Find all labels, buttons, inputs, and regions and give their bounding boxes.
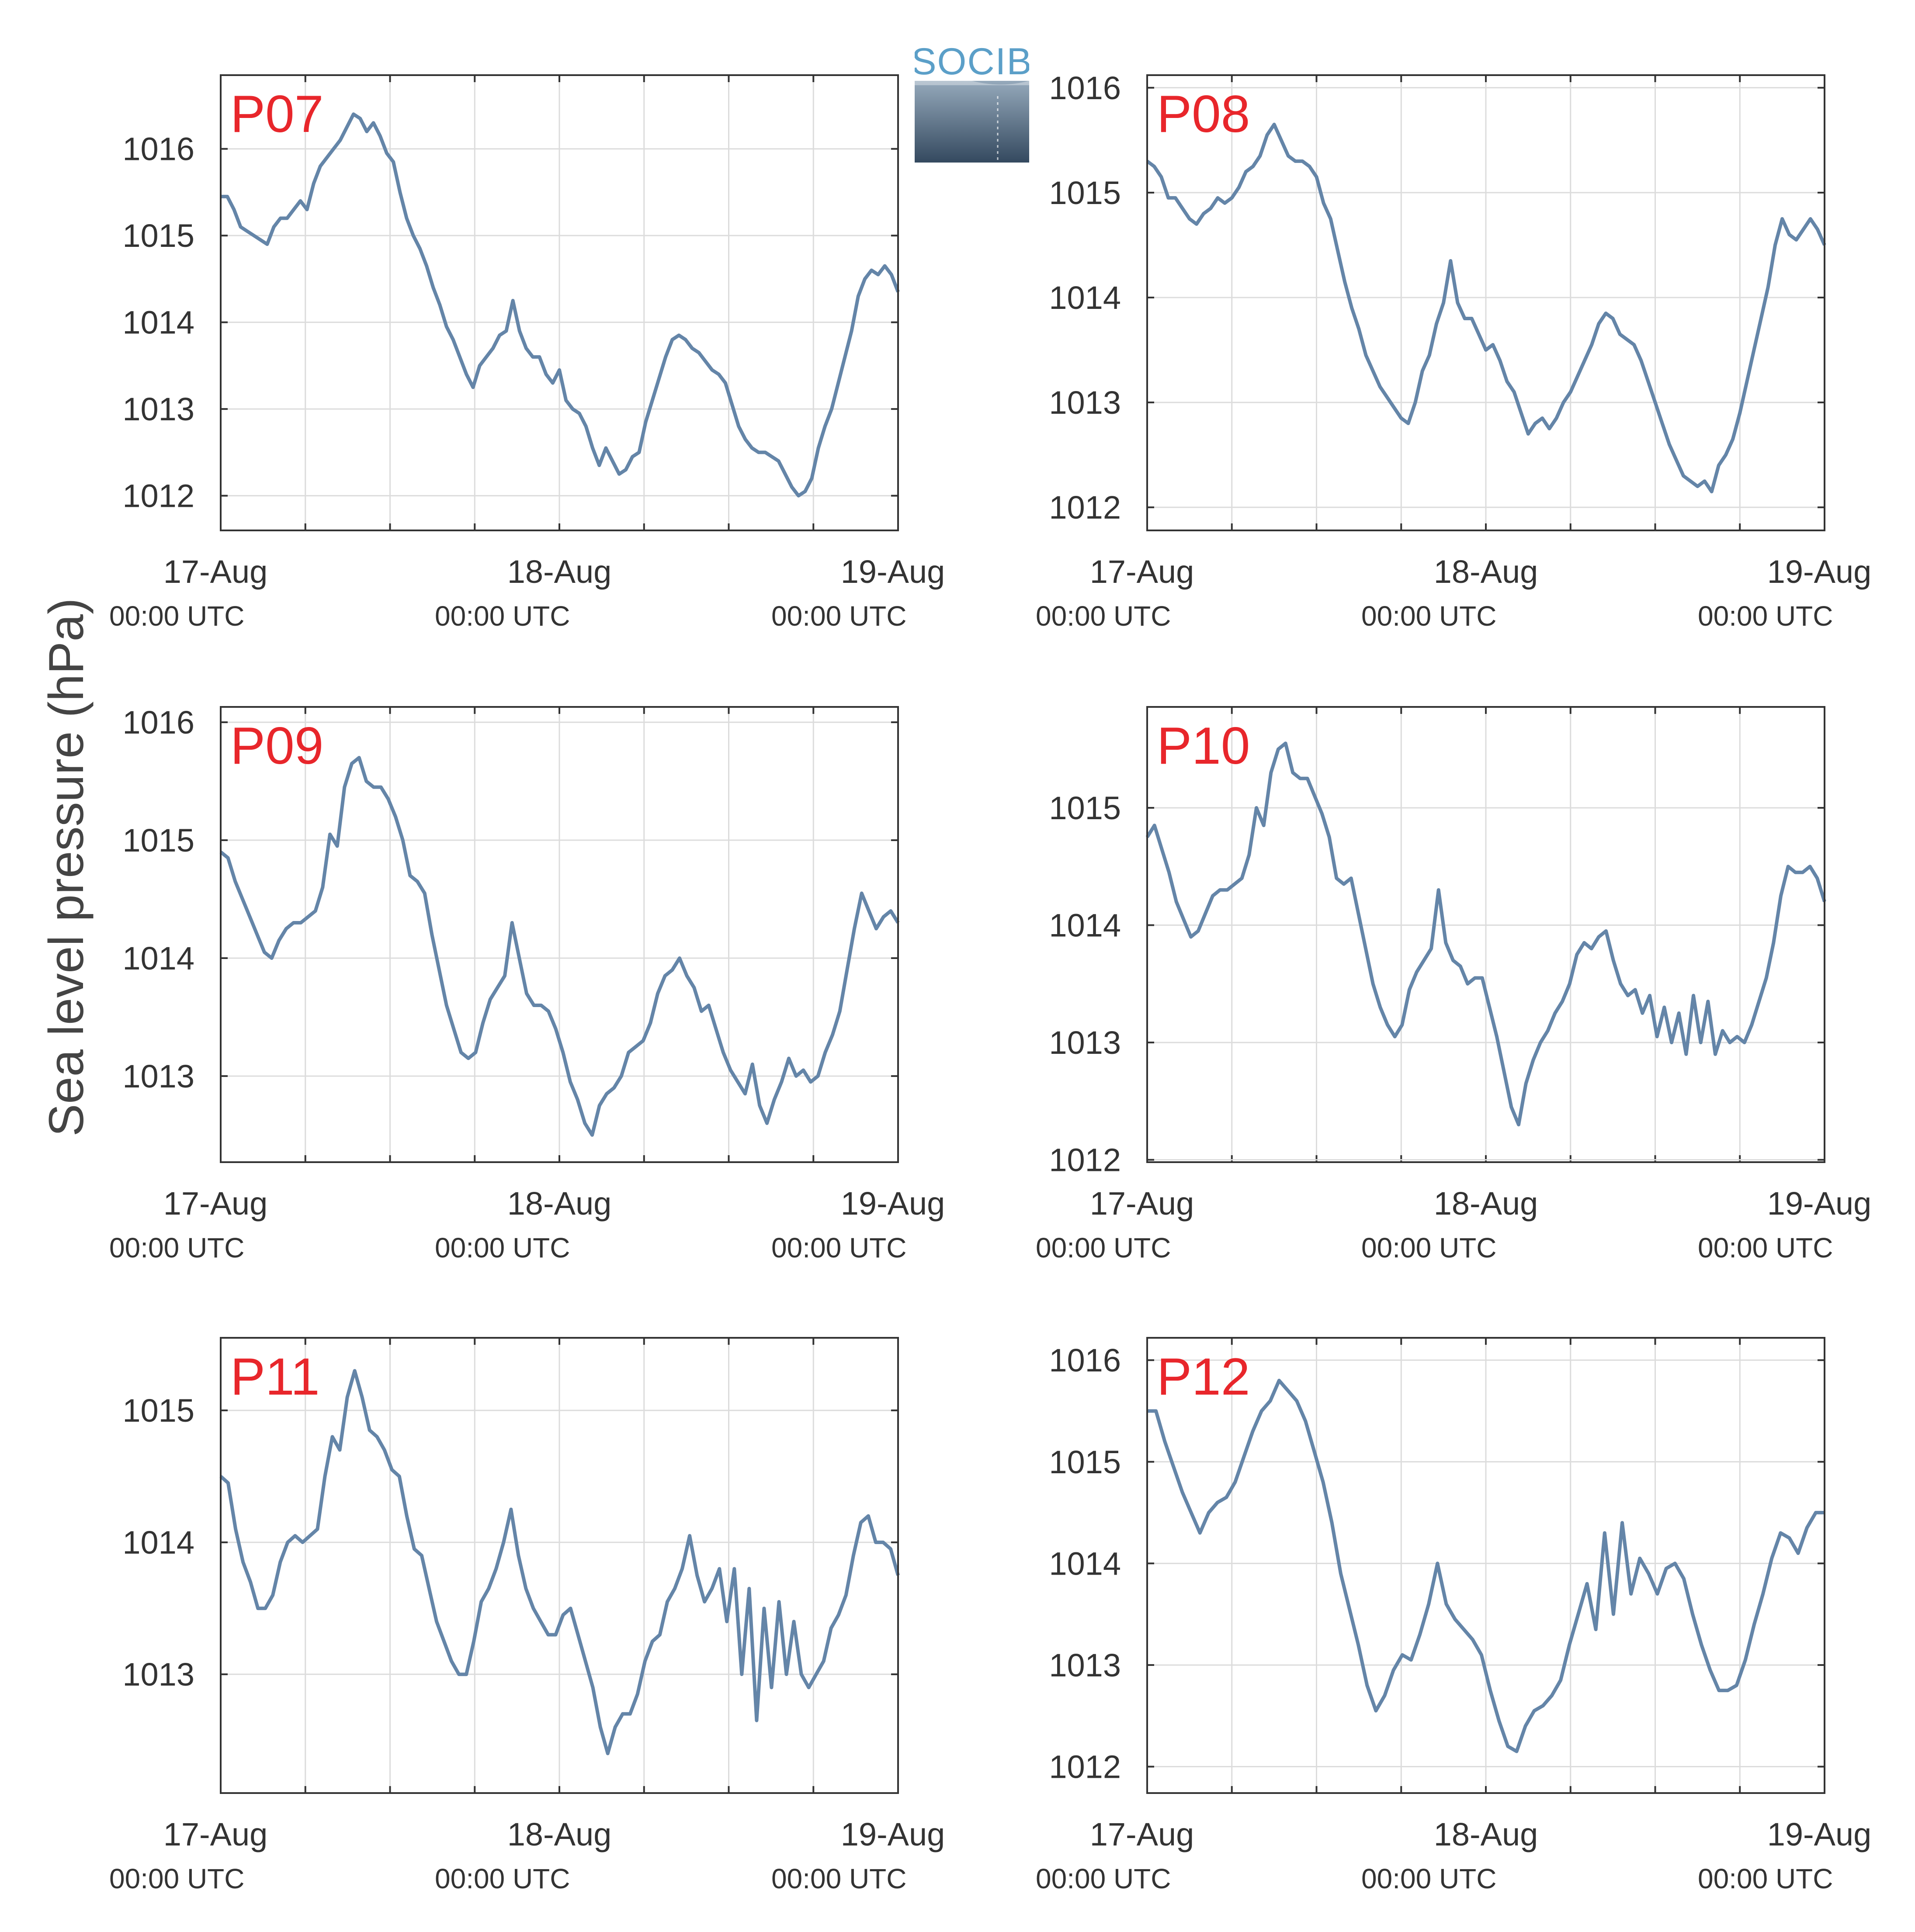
x-tick-label-date: 17-Aug <box>163 1185 268 1222</box>
x-tick-label-time: 00:00 UTC <box>109 600 244 632</box>
plot-frame <box>220 706 899 1163</box>
y-tick-label: 1012 <box>1049 1749 1121 1785</box>
y-tick-label: 1015 <box>122 1392 194 1429</box>
y-tick-label: 1015 <box>1049 1444 1121 1480</box>
x-tick-label-date: 18-Aug <box>507 1816 612 1852</box>
x-tick-label-time: 00:00 UTC <box>1361 1863 1496 1894</box>
y-tick-label: 1016 <box>122 131 194 167</box>
x-tick-label-date: 17-Aug <box>163 554 268 590</box>
y-tick-label: 1013 <box>122 1058 194 1094</box>
x-tick-label-date: 18-Aug <box>507 554 612 590</box>
y-tick-label: 1014 <box>122 1524 194 1561</box>
panel-title: P10 <box>1157 717 1250 775</box>
series-line <box>1145 741 1826 1127</box>
y-tick-label: 1016 <box>1049 1342 1121 1378</box>
x-tick-label-time: 00:00 UTC <box>771 1863 906 1894</box>
x-tick-label-time: 00:00 UTC <box>109 1863 244 1894</box>
series-line <box>1147 1378 1825 1753</box>
x-tick-label-date: 18-Aug <box>1434 1185 1538 1222</box>
y-tick-label: 1014 <box>122 940 194 976</box>
x-tick-label-time: 00:00 UTC <box>435 1863 570 1894</box>
y-tick-label: 1014 <box>122 305 194 341</box>
y-tick-label: 1012 <box>122 478 194 514</box>
x-tick-label-time: 00:00 UTC <box>109 1232 244 1264</box>
x-tick-label-time: 00:00 UTC <box>435 600 570 632</box>
y-tick-label: 1014 <box>1049 280 1121 316</box>
y-tick-label: 1012 <box>1049 1142 1121 1178</box>
panel-title: P09 <box>230 717 324 775</box>
panel-p10: 1012 1013 1014 1015 P10 17-Aug 00:00 UTC 18-Aug… <box>1036 706 1872 1264</box>
panel-title: P11 <box>230 1347 320 1406</box>
x-tick-label-date: 17-Aug <box>1090 1185 1194 1222</box>
y-tick-label: 1015 <box>1049 790 1121 826</box>
x-tick-label-time: 00:00 UTC <box>771 600 906 632</box>
x-tick-label-time: 00:00 UTC <box>1036 600 1171 632</box>
y-axis-label: Sea level pressure (hPa) <box>39 598 94 1137</box>
logo-wave-block <box>915 81 1029 163</box>
panel-p08: 1012 1013 1014 1015 1016 P08 17-Aug 00:00 UTC 18… <box>1036 70 1871 632</box>
panel-title: P08 <box>1157 85 1250 143</box>
panel-title: P07 <box>230 85 324 143</box>
x-tick-label-date: 19-Aug <box>1767 1185 1872 1222</box>
y-tick-label: 1013 <box>122 1656 194 1693</box>
y-tick-label: 1015 <box>122 218 194 254</box>
x-tick-label-time: 00:00 UTC <box>435 1232 570 1264</box>
x-tick-label-time: 00:00 UTC <box>1698 1863 1833 1894</box>
x-tick-label-date: 18-Aug <box>507 1185 612 1222</box>
y-tick-label: 1016 <box>1049 70 1121 106</box>
panel-p11: 1013 1014 1015 P11 17-Aug 00:00 UTC 18-Aug 00:0… <box>109 1337 945 1894</box>
y-tick-label: 1013 <box>1049 1647 1121 1683</box>
x-tick-label-date: 19-Aug <box>1767 554 1872 590</box>
x-tick-label-date: 18-Aug <box>1434 554 1538 590</box>
plot-frame <box>220 1337 899 1794</box>
x-tick-label-date: 18-Aug <box>1434 1816 1538 1852</box>
y-tick-label: 1013 <box>1049 1025 1121 1061</box>
y-tick-label: 1015 <box>122 822 194 859</box>
x-tick-label-date: 17-Aug <box>1090 554 1194 590</box>
x-tick-label-date: 17-Aug <box>1090 1816 1194 1852</box>
plot-frame <box>220 74 899 531</box>
x-tick-label-time: 00:00 UTC <box>1036 1863 1171 1894</box>
socib-logo: SOCIB <box>915 44 1029 163</box>
x-tick-label-date: 19-Aug <box>841 554 945 590</box>
x-tick-label-date: 19-Aug <box>841 1816 945 1852</box>
x-tick-label-time: 00:00 UTC <box>1036 1232 1171 1264</box>
y-tick-label: 1014 <box>1049 1545 1121 1582</box>
panel-p07: 1012 1013 1014 1015 1016 P07 17-Aug 00:00 UTC 18… <box>109 74 945 632</box>
x-tick-label-time: 00:00 UTC <box>1361 1232 1496 1264</box>
plot-frame <box>1146 706 1825 1163</box>
x-tick-label-time: 00:00 UTC <box>1698 1232 1833 1264</box>
panel-p09: 1013 1014 1015 1016 P09 17-Aug 00:00 UTC 18-Aug… <box>109 704 945 1264</box>
plot-frame <box>1146 74 1825 531</box>
series-line <box>1146 122 1826 494</box>
logo-text: SOCIB <box>915 44 1029 83</box>
series-line <box>219 756 900 1137</box>
y-tick-label: 1012 <box>1049 489 1121 526</box>
y-tick-label: 1016 <box>122 704 194 741</box>
series-line <box>221 112 900 498</box>
y-tick-label: 1014 <box>1049 907 1121 944</box>
x-tick-label-time: 00:00 UTC <box>771 1232 906 1264</box>
y-tick-label: 1015 <box>1049 175 1121 211</box>
x-tick-label-date: 19-Aug <box>841 1185 945 1222</box>
series-line <box>219 1369 900 1755</box>
y-tick-label: 1013 <box>1049 384 1121 421</box>
panel-p12: 1012 1013 1014 1015 1016 P12 17-Aug 00:00 UTC 18… <box>1036 1337 1872 1894</box>
x-tick-label-time: 00:00 UTC <box>1361 600 1496 632</box>
x-tick-label-date: 19-Aug <box>1767 1816 1872 1852</box>
y-tick-label: 1013 <box>122 391 194 427</box>
x-tick-label-date: 17-Aug <box>163 1816 268 1852</box>
panel-title: P12 <box>1157 1347 1250 1406</box>
x-tick-label-time: 00:00 UTC <box>1698 600 1833 632</box>
plot-frame <box>1146 1337 1825 1794</box>
